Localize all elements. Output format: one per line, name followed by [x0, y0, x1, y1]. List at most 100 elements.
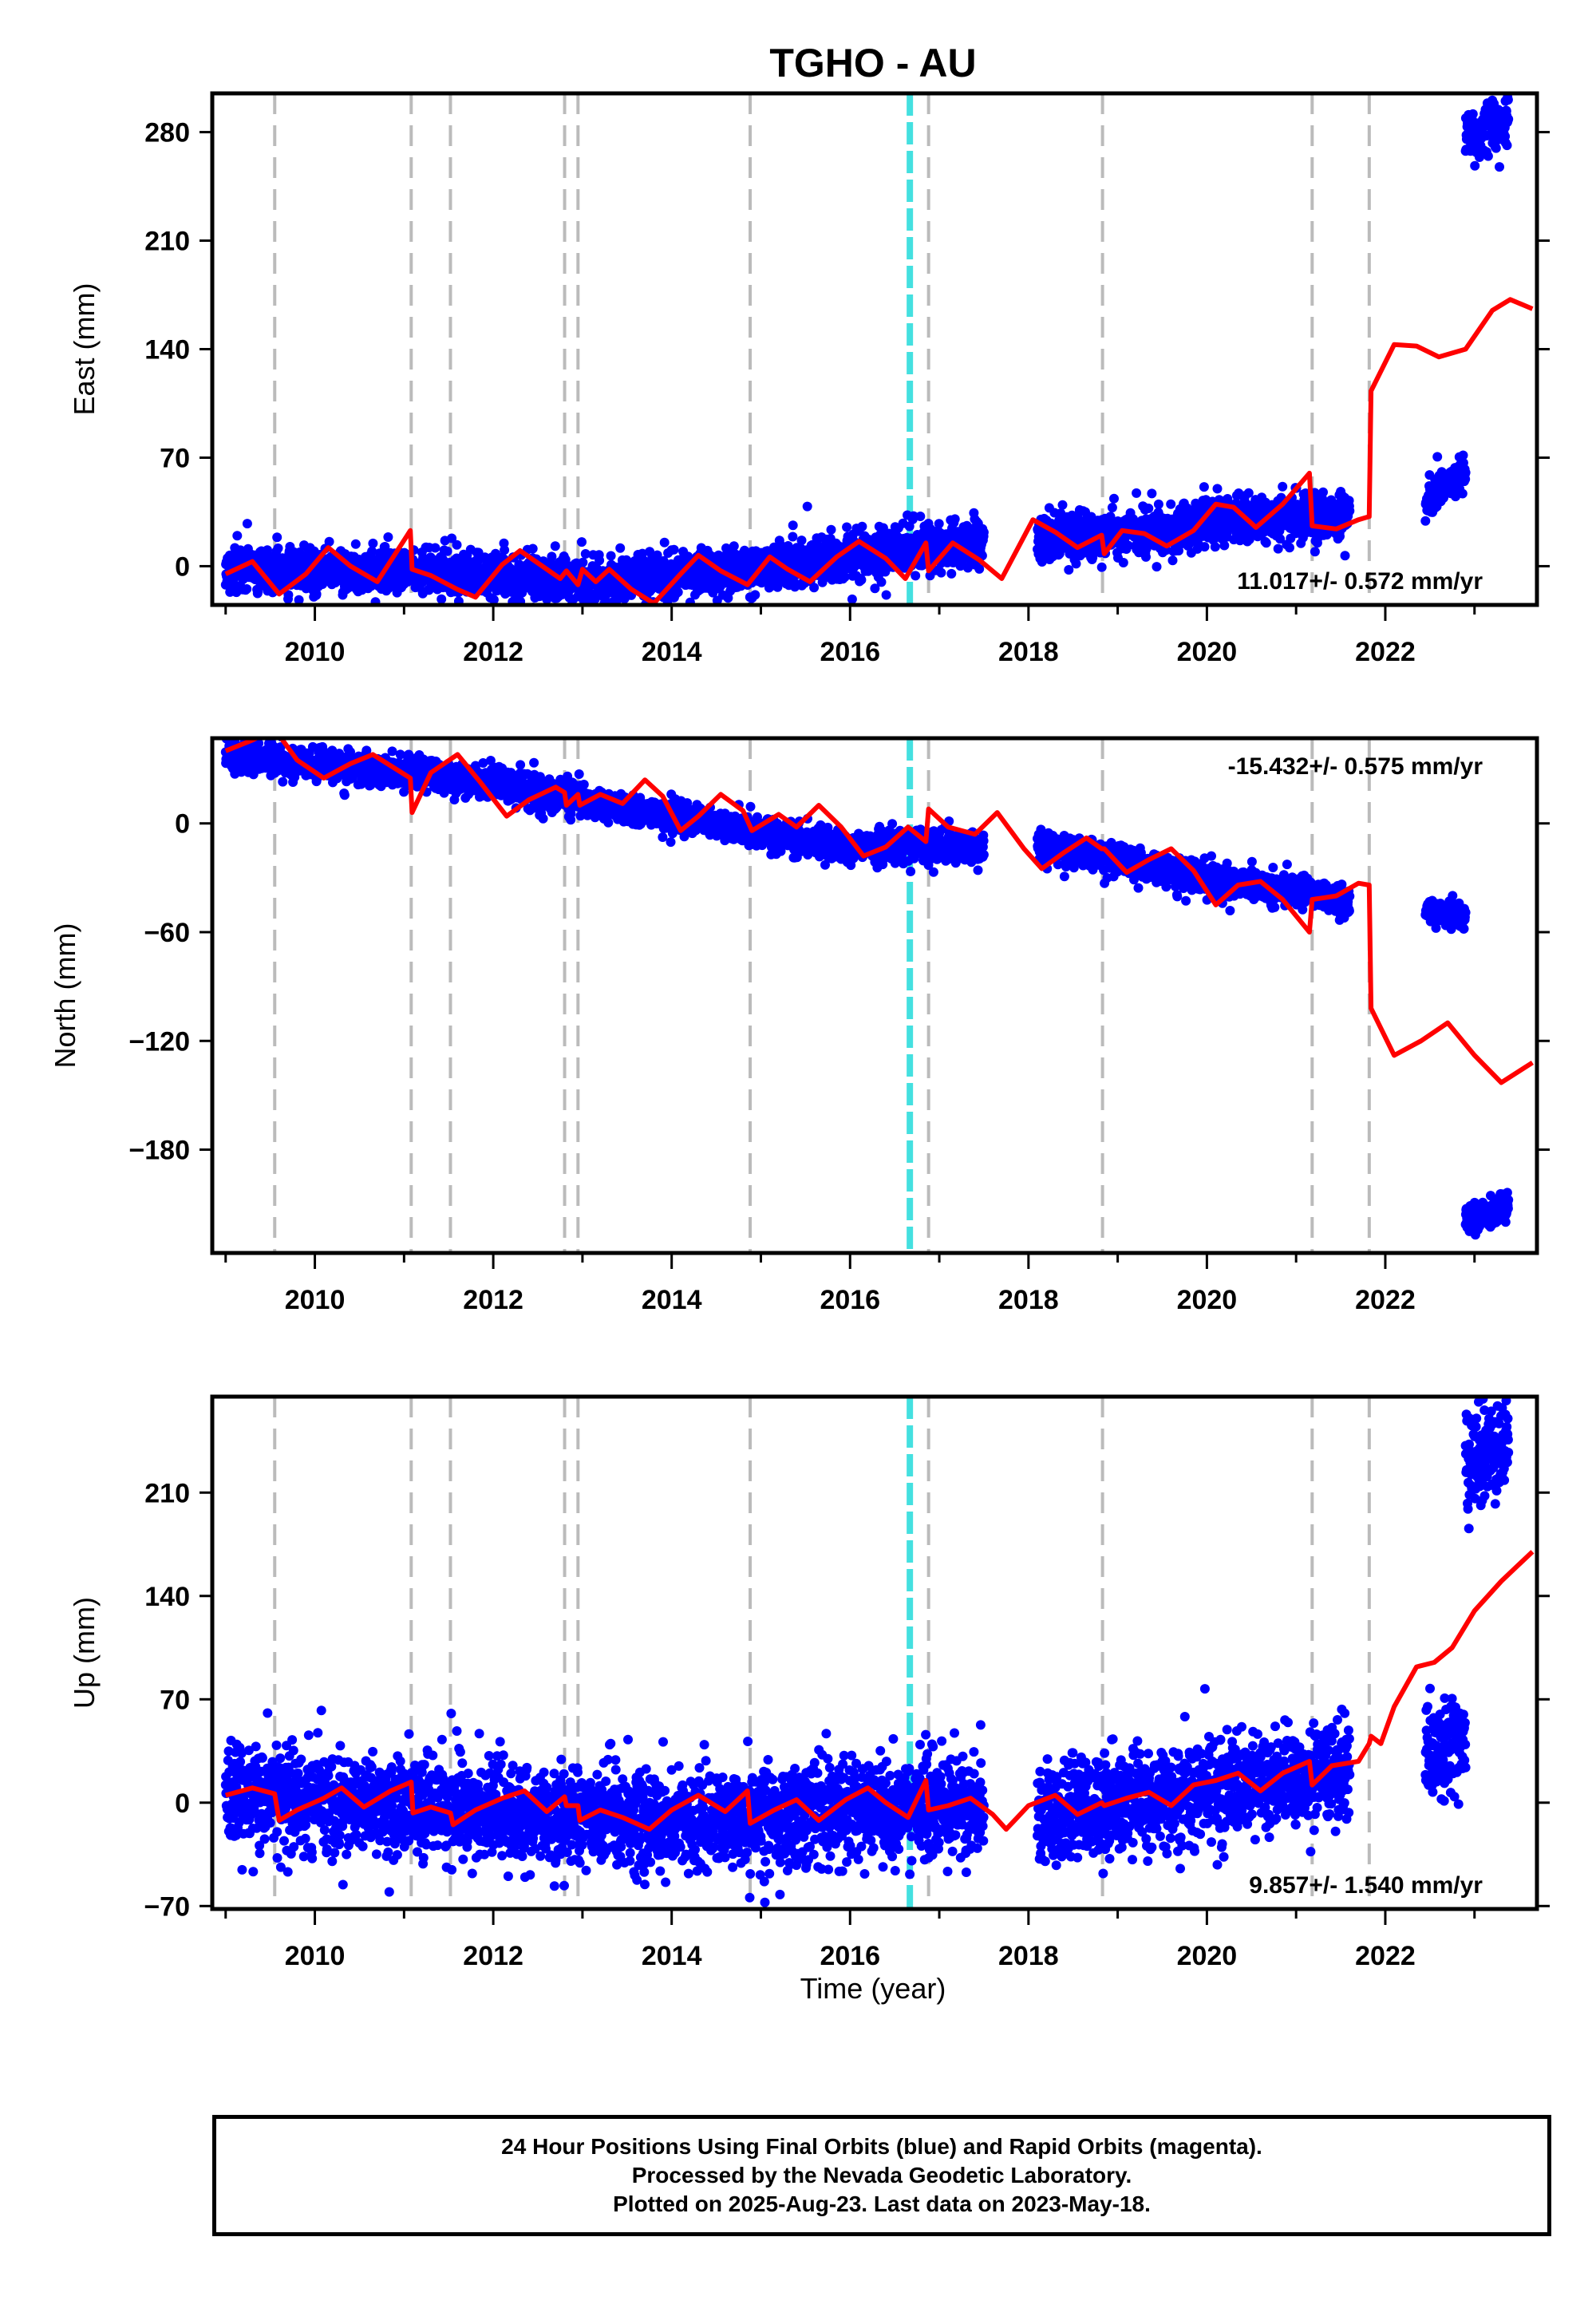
- data-point: [1491, 143, 1501, 153]
- data-point: [1273, 543, 1283, 554]
- data-point: [580, 549, 591, 559]
- y-tick-label: 210: [144, 227, 190, 257]
- data-point: [527, 543, 538, 554]
- data-point: [934, 519, 944, 529]
- data-point: [271, 725, 281, 735]
- data-point: [1436, 467, 1447, 477]
- data-point: [1502, 140, 1512, 151]
- data-point: [1495, 162, 1504, 172]
- data-point: [606, 551, 616, 561]
- data-point: [788, 520, 798, 531]
- data-point: [1212, 484, 1223, 494]
- data-point: [1088, 552, 1098, 563]
- data-point: [387, 746, 397, 757]
- data-point: [1318, 487, 1328, 497]
- data-point: [974, 563, 985, 574]
- data-point: [423, 609, 433, 619]
- data-point: [294, 595, 304, 605]
- data-point: [1064, 565, 1074, 575]
- data-point: [1460, 468, 1471, 478]
- data-point: [324, 536, 334, 547]
- data-point: [311, 589, 322, 599]
- data-point: [1071, 559, 1081, 569]
- data-point: [1167, 555, 1178, 566]
- data-point: [1147, 488, 1157, 499]
- data-point: [1132, 488, 1142, 498]
- chart-title: TGHO - AU: [769, 41, 976, 85]
- data-point: [546, 611, 555, 620]
- data-point: [1432, 452, 1443, 462]
- data-point: [659, 537, 670, 547]
- data-point: [622, 606, 632, 615]
- data-point: [622, 555, 631, 565]
- data-point: [870, 583, 880, 594]
- data-point: [1345, 506, 1355, 516]
- data-point: [673, 587, 683, 597]
- data-point: [1210, 542, 1220, 552]
- x-tick-label: 2010: [285, 637, 346, 667]
- final-orbit-points: [220, 93, 1514, 621]
- data-point: [595, 555, 605, 566]
- data-point: [253, 587, 263, 597]
- panel-north: 2010 2012 2014 2016 2018 2020 20220−60−120−180…: [49, 725, 1550, 1315]
- data-point: [339, 790, 350, 800]
- data-point: [809, 583, 820, 593]
- x-tick-label: 2016: [820, 637, 880, 667]
- data-point: [1123, 540, 1133, 551]
- data-point: [235, 545, 246, 555]
- data-point: [802, 501, 812, 512]
- data-point: [1152, 562, 1162, 572]
- y-tick-label: 140: [144, 335, 190, 366]
- data-point: [488, 595, 499, 605]
- data-point: [447, 533, 457, 543]
- data-point: [1503, 95, 1513, 105]
- data-point: [1105, 512, 1116, 522]
- data-point: [1470, 160, 1480, 171]
- data-point: [395, 749, 405, 760]
- data-point: [554, 607, 563, 617]
- data-point: [1310, 547, 1320, 557]
- data-point: [1144, 504, 1154, 513]
- data-point: [847, 594, 857, 604]
- data-point: [1243, 488, 1254, 498]
- data-point: [278, 777, 288, 787]
- data-point: [1340, 551, 1350, 561]
- data-point: [1275, 534, 1286, 544]
- data-point: [881, 590, 891, 600]
- data-point: [615, 543, 626, 553]
- data-point: [978, 528, 989, 537]
- x-tick-label: 2020: [1177, 637, 1238, 667]
- data-point: [273, 543, 283, 553]
- data-point: [571, 611, 580, 621]
- data-point: [550, 541, 560, 551]
- data-point: [826, 524, 836, 535]
- data-point: [1166, 499, 1176, 509]
- data-point: [1285, 543, 1294, 553]
- data-point: [788, 532, 798, 542]
- x-tick-label: 2014: [642, 637, 702, 667]
- data-point: [729, 541, 739, 551]
- data-point: [1219, 540, 1230, 551]
- rate-label-east: 11.017+/- 0.572 mm/yr: [1237, 568, 1483, 595]
- data-point: [1261, 538, 1271, 548]
- data-point: [839, 571, 850, 582]
- data-point: [1057, 500, 1068, 510]
- data-point: [1335, 532, 1345, 541]
- data-point: [242, 584, 252, 594]
- data-point: [578, 557, 588, 567]
- data-point: [796, 536, 807, 546]
- data-point: [946, 568, 957, 579]
- data-point: [1096, 562, 1107, 572]
- data-point: [437, 594, 447, 604]
- data-point: [1199, 482, 1209, 492]
- data-point: [857, 521, 867, 532]
- x-tick-label: 2022: [1355, 637, 1416, 667]
- data-point: [263, 545, 272, 555]
- data-point: [368, 538, 378, 548]
- data-point: [232, 531, 243, 541]
- data-point: [1503, 114, 1514, 124]
- y-tick-label: 280: [144, 118, 190, 148]
- plot-area: [220, 93, 1534, 621]
- data-point: [283, 590, 294, 600]
